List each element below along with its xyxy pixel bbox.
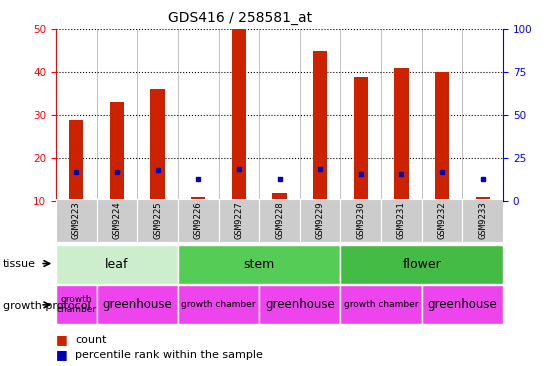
Text: growth chamber: growth chamber [344,300,418,309]
Text: growth
chamber: growth chamber [56,295,96,314]
Bar [259,199,300,242]
Bar [340,199,381,242]
Text: tissue: tissue [3,259,36,269]
Text: greenhouse: greenhouse [102,298,172,311]
Bar [232,29,246,201]
Text: ■: ■ [56,348,72,362]
Bar [69,120,83,201]
Bar [110,102,124,201]
Bar [259,285,340,324]
Bar [191,197,205,201]
Text: ■: ■ [56,333,72,346]
Text: GSM9231: GSM9231 [397,202,406,239]
Bar [300,199,340,242]
Bar [313,51,327,201]
Text: GDS416 / 258581_at: GDS416 / 258581_at [168,11,312,25]
Bar [97,199,137,242]
Bar [381,199,422,242]
Text: growth protocol: growth protocol [3,300,91,311]
Bar [272,193,287,201]
Text: leaf: leaf [105,258,129,271]
Text: GSM9225: GSM9225 [153,202,162,239]
Text: GSM9226: GSM9226 [193,202,203,239]
Bar [150,90,165,201]
Bar [340,245,503,284]
Text: stem: stem [244,258,275,271]
Text: GSM9224: GSM9224 [112,202,121,239]
Text: growth chamber: growth chamber [181,300,256,309]
Text: greenhouse: greenhouse [428,298,498,311]
Bar [394,68,409,201]
Bar [137,199,178,242]
Bar [435,72,449,201]
Bar [354,76,368,201]
Bar [178,245,340,284]
Text: GSM9229: GSM9229 [316,202,325,239]
Bar [476,197,490,201]
Bar [422,199,462,242]
Text: greenhouse: greenhouse [265,298,335,311]
Bar [97,285,178,324]
Text: GSM9227: GSM9227 [234,202,243,239]
Bar [422,285,503,324]
Bar [340,285,422,324]
Text: flower: flower [402,258,441,271]
Bar [178,285,259,324]
Text: percentile rank within the sample: percentile rank within the sample [75,350,263,360]
Text: GSM9223: GSM9223 [72,202,80,239]
Text: GSM9230: GSM9230 [356,202,366,239]
Text: GSM9233: GSM9233 [479,202,487,239]
Bar [178,199,219,242]
Text: GSM9228: GSM9228 [275,202,284,239]
Text: GSM9232: GSM9232 [438,202,447,239]
Bar [56,245,178,284]
Bar [462,199,503,242]
Text: count: count [75,335,107,345]
Bar [56,199,97,242]
Bar [219,199,259,242]
Bar [56,285,97,324]
